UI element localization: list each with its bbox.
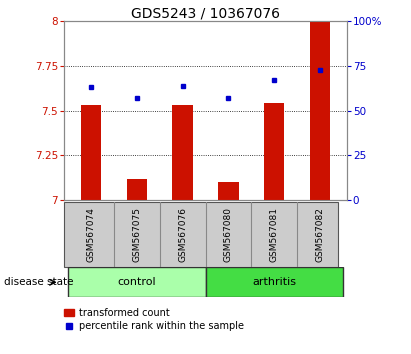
Text: GSM567081: GSM567081 xyxy=(270,207,279,262)
Text: GSM567080: GSM567080 xyxy=(224,207,233,262)
Text: control: control xyxy=(118,277,156,287)
Legend: transformed count, percentile rank within the sample: transformed count, percentile rank withi… xyxy=(64,308,244,331)
Title: GDS5243 / 10367076: GDS5243 / 10367076 xyxy=(131,6,280,20)
Text: GSM567076: GSM567076 xyxy=(178,207,187,262)
Bar xyxy=(309,21,330,200)
Bar xyxy=(264,103,284,200)
Bar xyxy=(172,105,193,200)
Bar xyxy=(81,105,102,200)
Bar xyxy=(206,267,343,297)
Text: GSM567075: GSM567075 xyxy=(132,207,141,262)
Text: GSM567074: GSM567074 xyxy=(87,207,96,262)
Bar xyxy=(68,267,205,297)
Bar xyxy=(218,182,239,200)
Text: disease state: disease state xyxy=(4,277,74,287)
Text: GSM567082: GSM567082 xyxy=(315,207,324,262)
Text: arthritis: arthritis xyxy=(252,277,296,287)
Bar xyxy=(127,178,147,200)
